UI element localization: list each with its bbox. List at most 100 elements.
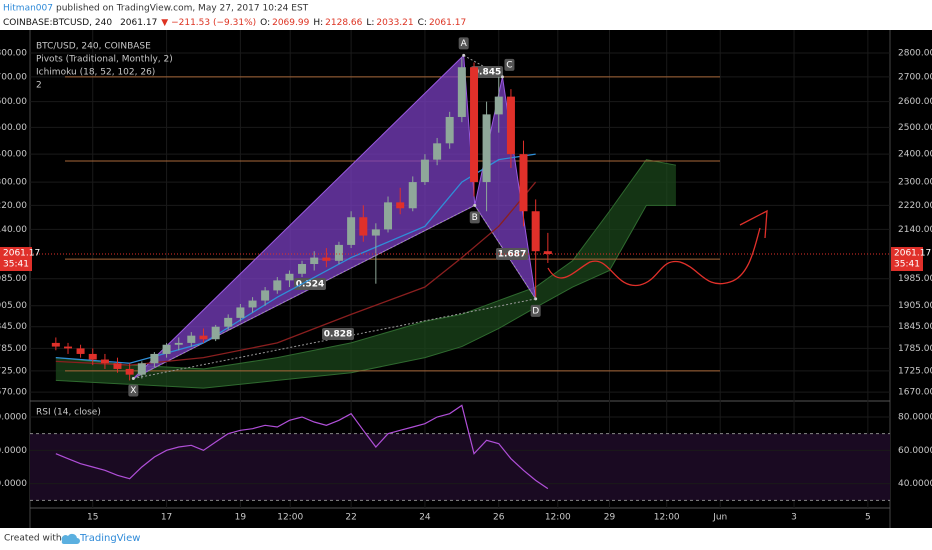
cloud-edge [55, 204, 676, 389]
candle-body [396, 202, 405, 209]
y-tick-label: 2220.00 [898, 201, 932, 211]
candle-body [506, 96, 515, 155]
y-tick-label-left: 2300.00 [0, 178, 27, 188]
y-tick-label: 2800.00 [898, 49, 932, 59]
rsi-tick-label: 60.0000 [898, 446, 932, 456]
rsi-tick-label: 80.0000 [898, 413, 932, 423]
point-label: X [130, 386, 136, 396]
candle-body [470, 67, 479, 183]
candle-body [125, 368, 134, 375]
y-tick-label-left: 1905.00 [0, 301, 27, 311]
candle-body [482, 114, 491, 183]
pattern-point [462, 53, 466, 57]
point-label: A [461, 39, 468, 49]
y-tick-label: 2140.00 [898, 225, 932, 235]
rsi-tick-label-left: 80.0000 [0, 413, 27, 423]
rsi-title: RSI (14, close) [36, 408, 101, 418]
y-tick-label: 1725.00 [898, 366, 932, 376]
candle-body [334, 244, 343, 261]
candle-body [248, 300, 257, 308]
candle-body [543, 251, 552, 255]
x-tick-label: 29 [604, 513, 616, 523]
candle-body [113, 363, 122, 369]
y-tick-label: 2400.00 [898, 150, 932, 160]
ratio-label: 0.524 [296, 280, 324, 290]
candle-body [224, 317, 233, 327]
point-badge [128, 384, 139, 397]
candle-body [384, 202, 393, 230]
point-badge [458, 37, 469, 50]
y-tick-label: 2300.00 [898, 178, 932, 188]
y-tick-label-left: 2220.00 [0, 201, 27, 211]
y-tick-label-left: 2600.00 [0, 97, 27, 107]
x-tick-label: 5 [865, 513, 871, 523]
footer-brand[interactable]: TradingView [79, 533, 140, 544]
point-label: B [472, 213, 478, 223]
ratio-badge [322, 328, 354, 340]
candle-body [51, 342, 60, 347]
y-tick-label-left: 1670.00 [0, 388, 27, 398]
price-badge [0, 247, 32, 272]
o-l: O: [260, 18, 270, 28]
rsi-tick-label-left: 40.0000 [0, 479, 27, 489]
point-label: D [532, 306, 539, 316]
x-tick-label: 19 [235, 513, 247, 523]
candle-body [347, 217, 356, 245]
tv-logo [61, 533, 80, 545]
ratio-label: 0.845 [473, 68, 501, 78]
c-l: C: [418, 18, 427, 28]
pattern-point [473, 203, 477, 207]
candle-body [273, 280, 282, 291]
o-v: 2069.99 [272, 18, 309, 28]
y-tick-label: 1985.00 [898, 274, 932, 284]
y-tick-label-left: 1845.00 [0, 322, 27, 332]
x-tick-label: 12:00 [277, 513, 303, 523]
candle-body [64, 346, 73, 349]
legend-1: Pivots (Traditional, Monthly, 2) [36, 55, 173, 65]
rsi-line [55, 404, 549, 490]
y-tick-label: 1785.00 [898, 344, 932, 354]
legend-3: 2 [36, 81, 42, 91]
candle-body [137, 363, 146, 375]
ratio-label: 0.828 [324, 330, 352, 340]
candle-body [298, 264, 307, 274]
candle-body [420, 159, 429, 183]
y-tick-label-left: 1785.00 [0, 344, 27, 354]
projection-drawing [547, 209, 768, 287]
header-bg [0, 0, 932, 30]
price-badge-label: 2061.17 [894, 249, 931, 259]
y-tick-label-left: 1985.00 [0, 274, 27, 284]
y-tick-label-left: 2500.00 [0, 123, 27, 133]
l-l: L: [366, 18, 374, 28]
candle-body [236, 307, 245, 318]
candle-body [88, 353, 97, 360]
candle-body [433, 143, 442, 160]
cloud-edge [55, 159, 677, 370]
legend-0: BTC/USD, 240, COINBASE [36, 42, 151, 52]
symbol: COINBASE:BTCUSD, 240 [3, 18, 112, 28]
x-tick-label: 3 [791, 513, 797, 523]
y-tick-label: 1845.00 [898, 322, 932, 332]
ratio-badge [496, 248, 528, 260]
y-tick-label: 2600.00 [898, 97, 932, 107]
pattern-triangle [132, 54, 476, 379]
y-tick-label: 2500.00 [898, 123, 932, 133]
candle-body [100, 359, 109, 364]
candle-body [187, 335, 196, 343]
candle-body [199, 335, 208, 340]
candle-body [76, 348, 85, 354]
ratio-label: 1.687 [498, 250, 526, 260]
publisher[interactable]: Hitman007 [3, 4, 53, 14]
rsi-tick-label: 40.0000 [898, 479, 932, 489]
x-tick-label: 15 [87, 513, 98, 523]
published: published on TradingView.com, May 27, 20… [56, 4, 309, 14]
pattern-point [131, 376, 135, 380]
y-tick-label: 1905.00 [898, 301, 932, 311]
c-v: 2061.17 [429, 18, 466, 28]
x-tick-label: 26 [493, 513, 505, 523]
y-tick-label-left: 2140.00 [0, 225, 27, 235]
x-tick-label: 17 [161, 513, 172, 523]
x-tick-label: 22 [345, 513, 356, 523]
candle-body [531, 211, 540, 252]
